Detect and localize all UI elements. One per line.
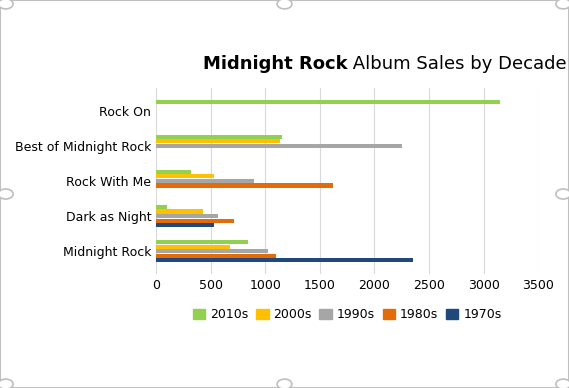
Bar (156, 144, 402, 148)
Text: Album Sales by Decade: Album Sales by Decade (347, 55, 567, 73)
Bar (156, 210, 203, 213)
Bar (156, 223, 214, 227)
Bar (156, 179, 254, 183)
Bar (156, 205, 167, 209)
Text: Midnight Rock: Midnight Rock (203, 55, 347, 73)
Bar (156, 249, 267, 253)
Bar (156, 218, 234, 223)
Bar (156, 240, 248, 244)
Bar (156, 139, 279, 143)
Bar (156, 170, 191, 174)
Bar (156, 174, 214, 178)
Bar (156, 184, 333, 187)
Bar (156, 258, 413, 262)
Bar (156, 214, 218, 218)
Bar (156, 100, 500, 104)
Bar (156, 135, 282, 139)
Bar (156, 244, 230, 249)
Bar (156, 254, 276, 258)
Legend: 2010s, 2000s, 1990s, 1980s, 1970s: 2010s, 2000s, 1990s, 1980s, 1970s (193, 308, 501, 321)
